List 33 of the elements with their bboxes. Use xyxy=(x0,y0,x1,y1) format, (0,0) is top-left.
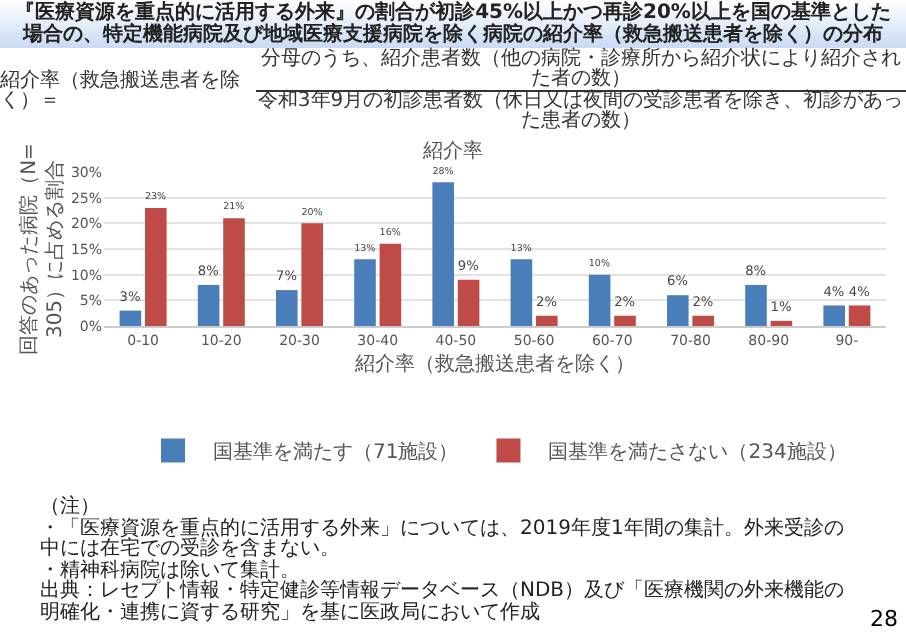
bar xyxy=(588,274,611,326)
bar xyxy=(770,320,793,326)
bar xyxy=(119,310,142,326)
bar xyxy=(301,223,323,326)
bar xyxy=(848,305,871,326)
text: ・精神科病院は除いて集計。 xyxy=(40,559,300,581)
bar xyxy=(276,290,298,326)
bar xyxy=(536,315,558,326)
bar xyxy=(823,305,845,326)
bar xyxy=(432,182,454,326)
bar xyxy=(223,218,245,326)
bar xyxy=(379,243,402,326)
bar xyxy=(145,207,167,326)
text: ・「医療資源を重点的に活用する外来」については、2019年度1年間の集計。外来受診の中には在宅での受診を含まない。 xyxy=(40,517,846,560)
bar xyxy=(692,315,714,326)
y-axis-title: 回答のあった病院（N=305）に占める割合 xyxy=(16,143,67,355)
source-note: 出典：レセプト情報・特定健診等情報データベース（NDB）及び「医療機関の外来機能の明確化・連携に資する研究」を基に医政局において作成 xyxy=(40,580,846,624)
text: 紹介率（救急搬送患者を除く）＝ xyxy=(0,69,242,111)
legend-label: 国基準を満たさない（234施設） xyxy=(548,440,847,465)
legend-label: 国基準を満たす（71施設） xyxy=(213,440,459,465)
x-axis-title: 紹介率（救急搬送患者を除く） xyxy=(353,351,635,376)
bar xyxy=(354,259,376,326)
text: （注） xyxy=(40,496,100,518)
text: 分母のうち、紹介患者数（他の病院・診療所から紹介状により紹介された者の数） xyxy=(255,48,906,92)
bar xyxy=(614,315,636,326)
chart-subtitle: 『医療資源を重点的に活用する外来』の割合が初診45%以上かつ再診20%以上を国の基準とした場合の、特定機能病院及び地域医療支援病院を除く病院の紹介率（救急搬送患者を除く）の分布 xyxy=(0,0,906,48)
bar xyxy=(197,284,220,326)
chart-title: 紹介率 xyxy=(421,138,483,163)
bar xyxy=(457,279,480,326)
bar xyxy=(510,259,533,326)
bar xyxy=(745,284,767,326)
bar xyxy=(667,295,689,326)
text: 28 xyxy=(870,606,898,632)
